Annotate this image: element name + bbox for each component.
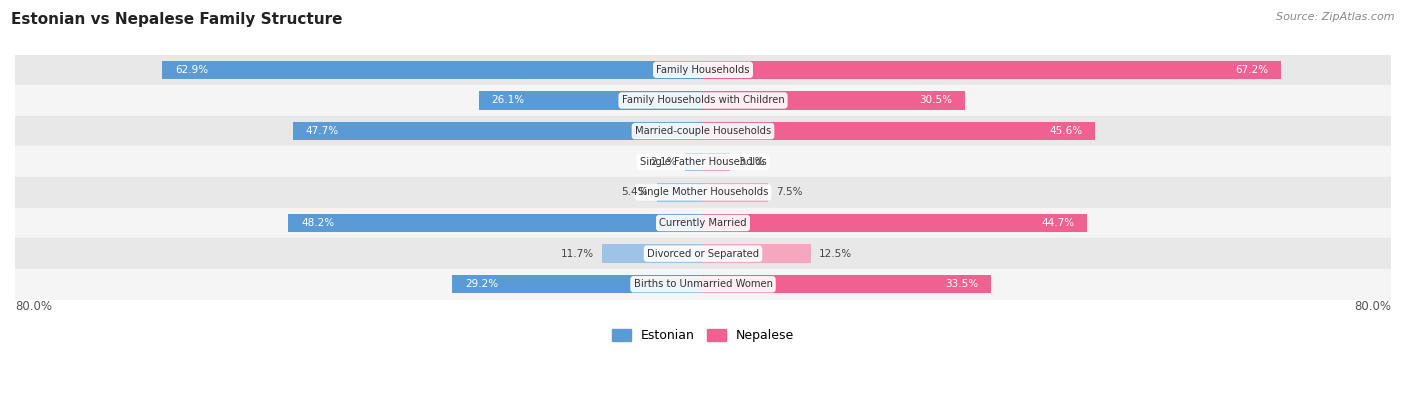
Text: 12.5%: 12.5% (820, 248, 852, 259)
Text: 3.1%: 3.1% (738, 157, 765, 167)
Bar (15, 147, 1391, 177)
Text: 33.5%: 33.5% (945, 279, 979, 289)
Bar (685, 152, 703, 171)
Bar (15, 116, 1391, 147)
Text: Family Households: Family Households (657, 65, 749, 75)
Bar (162, 60, 703, 79)
Text: Divorced or Separated: Divorced or Separated (647, 248, 759, 259)
Text: 47.7%: 47.7% (305, 126, 339, 136)
Bar (657, 183, 703, 201)
Bar (703, 60, 1281, 79)
Bar (15, 85, 1391, 116)
Bar (703, 183, 768, 201)
Text: 30.5%: 30.5% (920, 96, 952, 105)
Text: 48.2%: 48.2% (301, 218, 335, 228)
Bar (703, 245, 810, 263)
Text: 62.9%: 62.9% (174, 65, 208, 75)
Text: 80.0%: 80.0% (15, 299, 52, 312)
Bar (703, 214, 1087, 232)
Bar (15, 208, 1391, 238)
Text: Single Father Households: Single Father Households (640, 157, 766, 167)
Bar (288, 214, 703, 232)
Text: Source: ZipAtlas.com: Source: ZipAtlas.com (1277, 12, 1395, 22)
Bar (15, 177, 1391, 208)
Text: Family Households with Children: Family Households with Children (621, 96, 785, 105)
Text: Single Mother Households: Single Mother Households (638, 187, 768, 198)
Text: 11.7%: 11.7% (561, 248, 593, 259)
Text: 67.2%: 67.2% (1234, 65, 1268, 75)
Bar (703, 122, 1095, 140)
Text: 44.7%: 44.7% (1042, 218, 1074, 228)
Bar (15, 55, 1391, 85)
Bar (292, 122, 703, 140)
Text: 7.5%: 7.5% (776, 187, 803, 198)
Text: 26.1%: 26.1% (492, 96, 524, 105)
Text: 29.2%: 29.2% (465, 279, 498, 289)
Bar (703, 152, 730, 171)
Bar (703, 91, 966, 110)
Text: Married-couple Households: Married-couple Households (636, 126, 770, 136)
Text: 5.4%: 5.4% (621, 187, 648, 198)
Text: 2.1%: 2.1% (650, 157, 676, 167)
Legend: Estonian, Nepalese: Estonian, Nepalese (607, 324, 799, 347)
Bar (15, 238, 1391, 269)
Text: Estonian vs Nepalese Family Structure: Estonian vs Nepalese Family Structure (11, 12, 343, 27)
Bar (451, 275, 703, 293)
Text: 80.0%: 80.0% (1354, 299, 1391, 312)
Text: Births to Unmarried Women: Births to Unmarried Women (634, 279, 772, 289)
Bar (15, 269, 1391, 299)
Text: 45.6%: 45.6% (1049, 126, 1083, 136)
Bar (602, 245, 703, 263)
Bar (703, 275, 991, 293)
Text: Currently Married: Currently Married (659, 218, 747, 228)
Bar (478, 91, 703, 110)
